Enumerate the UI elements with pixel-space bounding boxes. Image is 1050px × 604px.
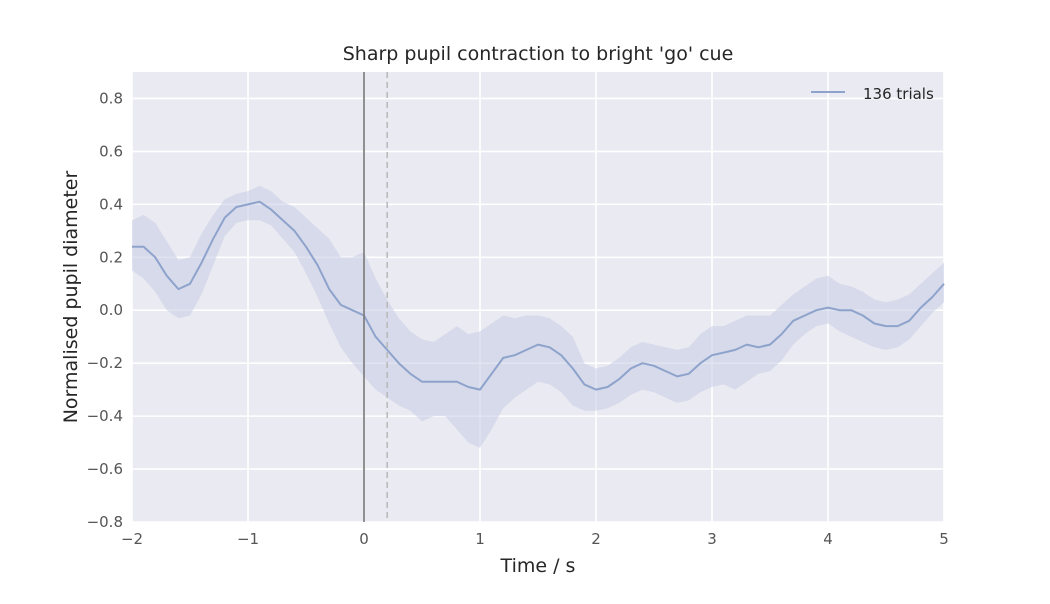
x-axis-label: Time / s — [500, 555, 576, 577]
y-tick-label: 0.2 — [99, 248, 123, 266]
legend-label: 136 trials — [863, 85, 934, 103]
y-tick-label: −0.6 — [87, 460, 123, 478]
y-axis-label: Normalised pupil diameter — [60, 171, 82, 424]
series-line-0 — [132, 200, 945, 391]
x-tick-labels: −2 −1 0 1 2 3 4 5 — [121, 530, 949, 548]
legend: 136 trials — [811, 85, 934, 103]
x-tick-label: 5 — [939, 530, 949, 548]
chart-title: Sharp pupil contraction to bright 'go' c… — [343, 43, 734, 65]
x-tick-label: 1 — [475, 530, 485, 548]
y-tick-label: −0.4 — [87, 407, 123, 425]
x-tick-label: 4 — [823, 530, 833, 548]
series-lines — [132, 200, 945, 391]
y-tick-labels: −0.8 −0.6 −0.4 −0.2 0.0 0.2 0.4 0.6 0.8 — [87, 89, 123, 531]
y-tick-label: 0.8 — [99, 89, 123, 107]
y-tick-label: 0.0 — [99, 301, 123, 319]
x-tick-label: 2 — [591, 530, 601, 548]
x-tick-label: −1 — [237, 530, 259, 548]
x-tick-label: −2 — [121, 530, 143, 548]
y-tick-label: 0.6 — [99, 142, 123, 160]
series-band-0 — [132, 185, 944, 448]
x-tick-label: 0 — [359, 530, 369, 548]
x-tick-label: 3 — [707, 530, 717, 548]
confidence-band — [132, 185, 944, 448]
reference-lines — [363, 72, 389, 522]
y-tick-label: −0.8 — [87, 513, 123, 531]
y-tick-label: 0.4 — [99, 195, 123, 213]
y-tick-label: −0.2 — [87, 354, 123, 372]
